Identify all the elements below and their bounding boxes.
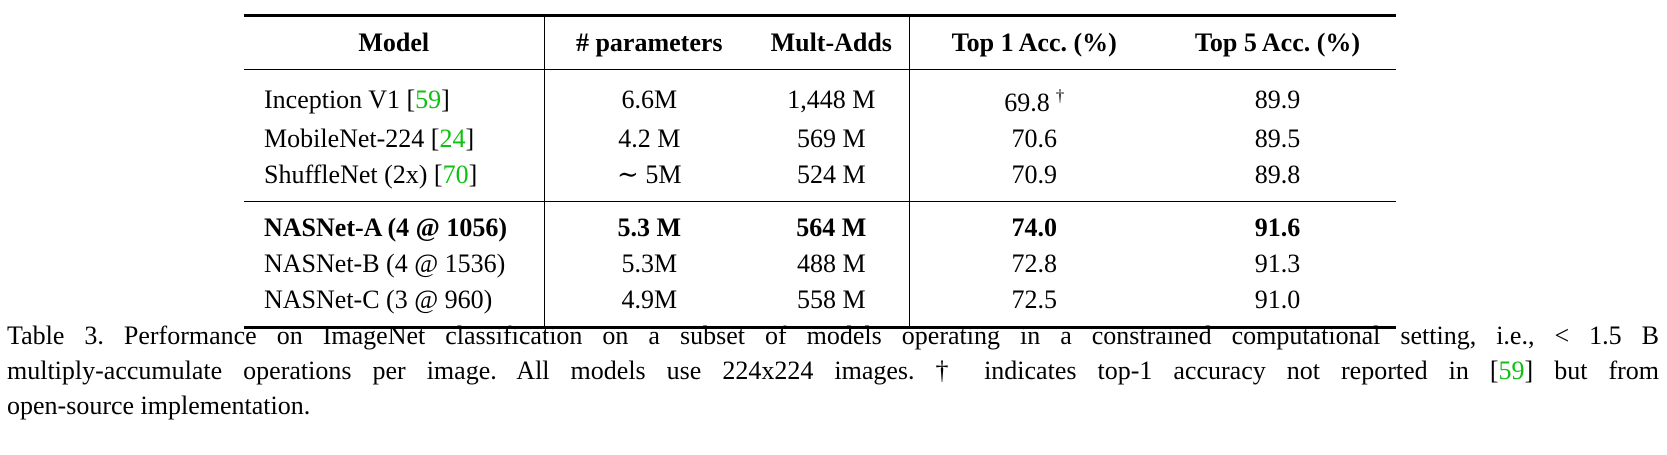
header-model: Model xyxy=(358,28,430,57)
caption-line-2: multiply-accumulate operations per image… xyxy=(7,356,1660,385)
params-cell: ∼ 5M xyxy=(543,157,754,202)
results-table: Model # parameters Mult-Adds Top 1 Acc. … xyxy=(244,14,1396,329)
model-cell: NASNet-A (4 @ 1056) xyxy=(264,213,507,242)
table-row: NASNet-C (3 @ 960) 4.9M 558 M 72.5 91.0 xyxy=(244,282,1396,328)
mult-adds-cell: 569 M xyxy=(796,124,866,153)
table-row: MobileNet-224 [24] 4.2 M 569 M 70.6 89.5 xyxy=(244,121,1396,157)
dagger-mark: † xyxy=(1055,86,1065,105)
model-cell: NASNet-B (4 @ 1536) xyxy=(264,249,506,278)
table-row: Inception V1 [59] 6.6M 1,448 M 69.8 † 89.… xyxy=(244,69,1396,121)
mult-adds-cell: 524 M xyxy=(796,160,866,189)
header-row: Model # parameters Mult-Adds Top 1 Acc. … xyxy=(244,15,1396,70)
top5-cell: 89.9 xyxy=(1254,84,1301,114)
header-mult-adds: Mult-Adds xyxy=(770,28,892,57)
table-row: NASNet-B (4 @ 1536) 5.3M 488 M 72.8 91.3 xyxy=(244,246,1396,282)
mult-adds-cell: 488 M xyxy=(796,249,866,278)
top1-cell: 72.8 xyxy=(908,246,1159,282)
top1-cell: 70.9 xyxy=(908,157,1159,202)
citation-link[interactable]: 59 xyxy=(415,84,442,114)
top5-cell: 89.5 xyxy=(1254,124,1301,153)
top1-cell: 69.8 † xyxy=(908,69,1159,121)
params-cell: 5.3M xyxy=(543,246,754,282)
top5-cell: 91.6 xyxy=(1254,213,1301,242)
params-cell: 4.2 M xyxy=(543,121,754,157)
table-row: ShuffleNet (2x) [70] ∼ 5M 524 M 70.9 89.… xyxy=(244,157,1396,202)
params-cell: 6.6M xyxy=(543,69,754,121)
table-caption: Table 3. Performance on ImageNet classif… xyxy=(7,318,1659,423)
caption-line-3: open-source implementation. xyxy=(7,391,311,420)
top1-cell: 72.5 xyxy=(908,282,1159,328)
header-parameters: # parameters xyxy=(543,15,754,70)
params-cell: 5.3 M xyxy=(543,201,754,246)
citation-link[interactable]: 59 xyxy=(1498,356,1525,385)
params-cell: 4.9M xyxy=(543,282,754,328)
model-cell: ShuffleNet (2x) [70] xyxy=(264,160,478,189)
mult-adds-cell: 558 M xyxy=(796,285,866,314)
top5-cell: 91.3 xyxy=(1254,249,1301,278)
mult-adds-cell: 564 M xyxy=(796,213,867,242)
model-cell: MobileNet-224 [24] xyxy=(264,124,475,153)
header-top1: Top 1 Acc. (%) xyxy=(908,15,1159,70)
caption-line-1: Table 3. Performance on ImageNet classif… xyxy=(7,321,1659,350)
top5-cell: 89.8 xyxy=(1254,160,1301,189)
results-table-container: Model # parameters Mult-Adds Top 1 Acc. … xyxy=(244,14,1396,329)
top1-cell: 70.6 xyxy=(908,121,1159,157)
table-row: NASNet-A (4 @ 1056) 5.3 M 564 M 74.0 91.… xyxy=(244,201,1396,246)
model-cell: NASNet-C (3 @ 960) xyxy=(264,285,493,314)
model-cell: Inception V1 [59] xyxy=(264,84,450,114)
header-top5: Top 5 Acc. (%) xyxy=(1194,28,1361,57)
mult-adds-cell: 1,448 M xyxy=(787,84,876,114)
top5-cell: 91.0 xyxy=(1254,285,1301,314)
citation-link[interactable]: 70 xyxy=(442,160,469,189)
citation-link[interactable]: 24 xyxy=(439,124,466,153)
top1-cell: 74.0 xyxy=(908,201,1159,246)
